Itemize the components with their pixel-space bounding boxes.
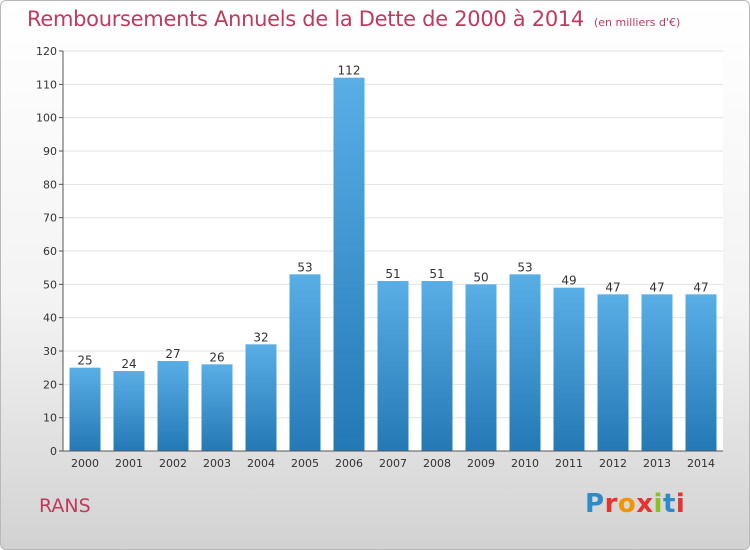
- x-tick-label: 2011: [555, 457, 583, 470]
- bar: [553, 287, 585, 451]
- y-tick-label: 100: [36, 112, 57, 125]
- bar: [465, 284, 497, 451]
- logo-letter: x: [636, 489, 654, 519]
- y-tick-label: 30: [43, 345, 57, 358]
- y-tick-label: 50: [43, 278, 57, 291]
- x-axis-ticks: 2000 2001 2002 2003 2004 2005 2006 2007 2008 2009…: [71, 457, 715, 470]
- logo-letter: i: [653, 489, 663, 519]
- y-tick-label: 120: [36, 45, 57, 58]
- bar: [685, 294, 717, 451]
- y-tick-label: 80: [43, 178, 57, 191]
- bar-value-label: 47: [693, 280, 708, 294]
- bar: [157, 361, 189, 451]
- bar-value-label: 49: [561, 274, 576, 288]
- bar-value-label: 32: [253, 330, 268, 344]
- bar: [201, 364, 233, 451]
- x-tick-label: 2012: [599, 457, 627, 470]
- bar: [377, 281, 409, 451]
- bar: [69, 367, 101, 451]
- y-tick-label: 20: [43, 378, 57, 391]
- y-tick-label: 110: [36, 78, 57, 91]
- bar: [641, 294, 673, 451]
- x-tick-label: 2001: [115, 457, 143, 470]
- data-labels: 25 24 27 26 32 53 112 51 51 50 53 49 47 47 47: [77, 64, 708, 371]
- bar-value-label: 53: [517, 260, 532, 274]
- logo-letter: i: [675, 489, 686, 519]
- bar-value-label: 50: [473, 270, 488, 284]
- bar: [597, 294, 629, 451]
- x-tick-label: 2003: [203, 457, 231, 470]
- bar-value-label: 47: [605, 280, 620, 294]
- bar-value-label: 53: [297, 260, 312, 274]
- x-tick-label: 2002: [159, 457, 187, 470]
- bar: [333, 77, 365, 452]
- logo-letter: P: [585, 489, 605, 519]
- commune-name: RANS: [39, 495, 91, 517]
- bar-value-label: 47: [649, 280, 664, 294]
- bar-value-label: 27: [165, 347, 180, 361]
- bar-value-label: 26: [209, 350, 224, 364]
- y-tick-label: 70: [43, 212, 57, 225]
- logo-letter: r: [604, 489, 618, 519]
- x-tick-label: 2014: [687, 457, 715, 470]
- x-tick-label: 2006: [335, 457, 363, 470]
- y-tick-label: 0: [50, 445, 57, 458]
- bar: [421, 281, 453, 451]
- x-tick-label: 2004: [247, 457, 275, 470]
- bar: [289, 274, 321, 451]
- bar-series: [69, 77, 717, 452]
- logo-letter: o: [617, 489, 637, 519]
- bar-value-label: 24: [121, 357, 136, 371]
- x-tick-label: 2013: [643, 457, 671, 470]
- chart-title: Remboursements Annuels de la Dette de 20…: [27, 7, 680, 31]
- bar-value-label: 112: [338, 64, 361, 78]
- bar: [245, 344, 277, 451]
- bar: [113, 371, 145, 451]
- y-tick-label: 90: [43, 145, 57, 158]
- x-tick-label: 2010: [511, 457, 539, 470]
- x-tick-label: 2008: [423, 457, 451, 470]
- proxiti-logo: Proxiti: [585, 489, 685, 519]
- y-tick-label: 40: [43, 312, 57, 325]
- chart-unit: (en milliers d'€): [594, 16, 681, 29]
- bar-value-label: 51: [385, 267, 400, 281]
- x-tick-label: 2000: [71, 457, 99, 470]
- bar: [509, 274, 541, 451]
- bar-value-label: 51: [429, 267, 444, 281]
- logo-letter: t: [662, 489, 676, 519]
- x-tick-label: 2005: [291, 457, 319, 470]
- x-tick-label: 2009: [467, 457, 495, 470]
- y-axis-ticks: 0 10 20 30 40 50 60 70 80 90 100 110 120: [36, 45, 63, 458]
- x-tick-label: 2007: [379, 457, 407, 470]
- y-tick-label: 10: [43, 412, 57, 425]
- bar-value-label: 25: [77, 354, 92, 368]
- y-tick-label: 60: [43, 245, 57, 258]
- chart-title-text: Remboursements Annuels de la Dette de 20…: [27, 7, 584, 31]
